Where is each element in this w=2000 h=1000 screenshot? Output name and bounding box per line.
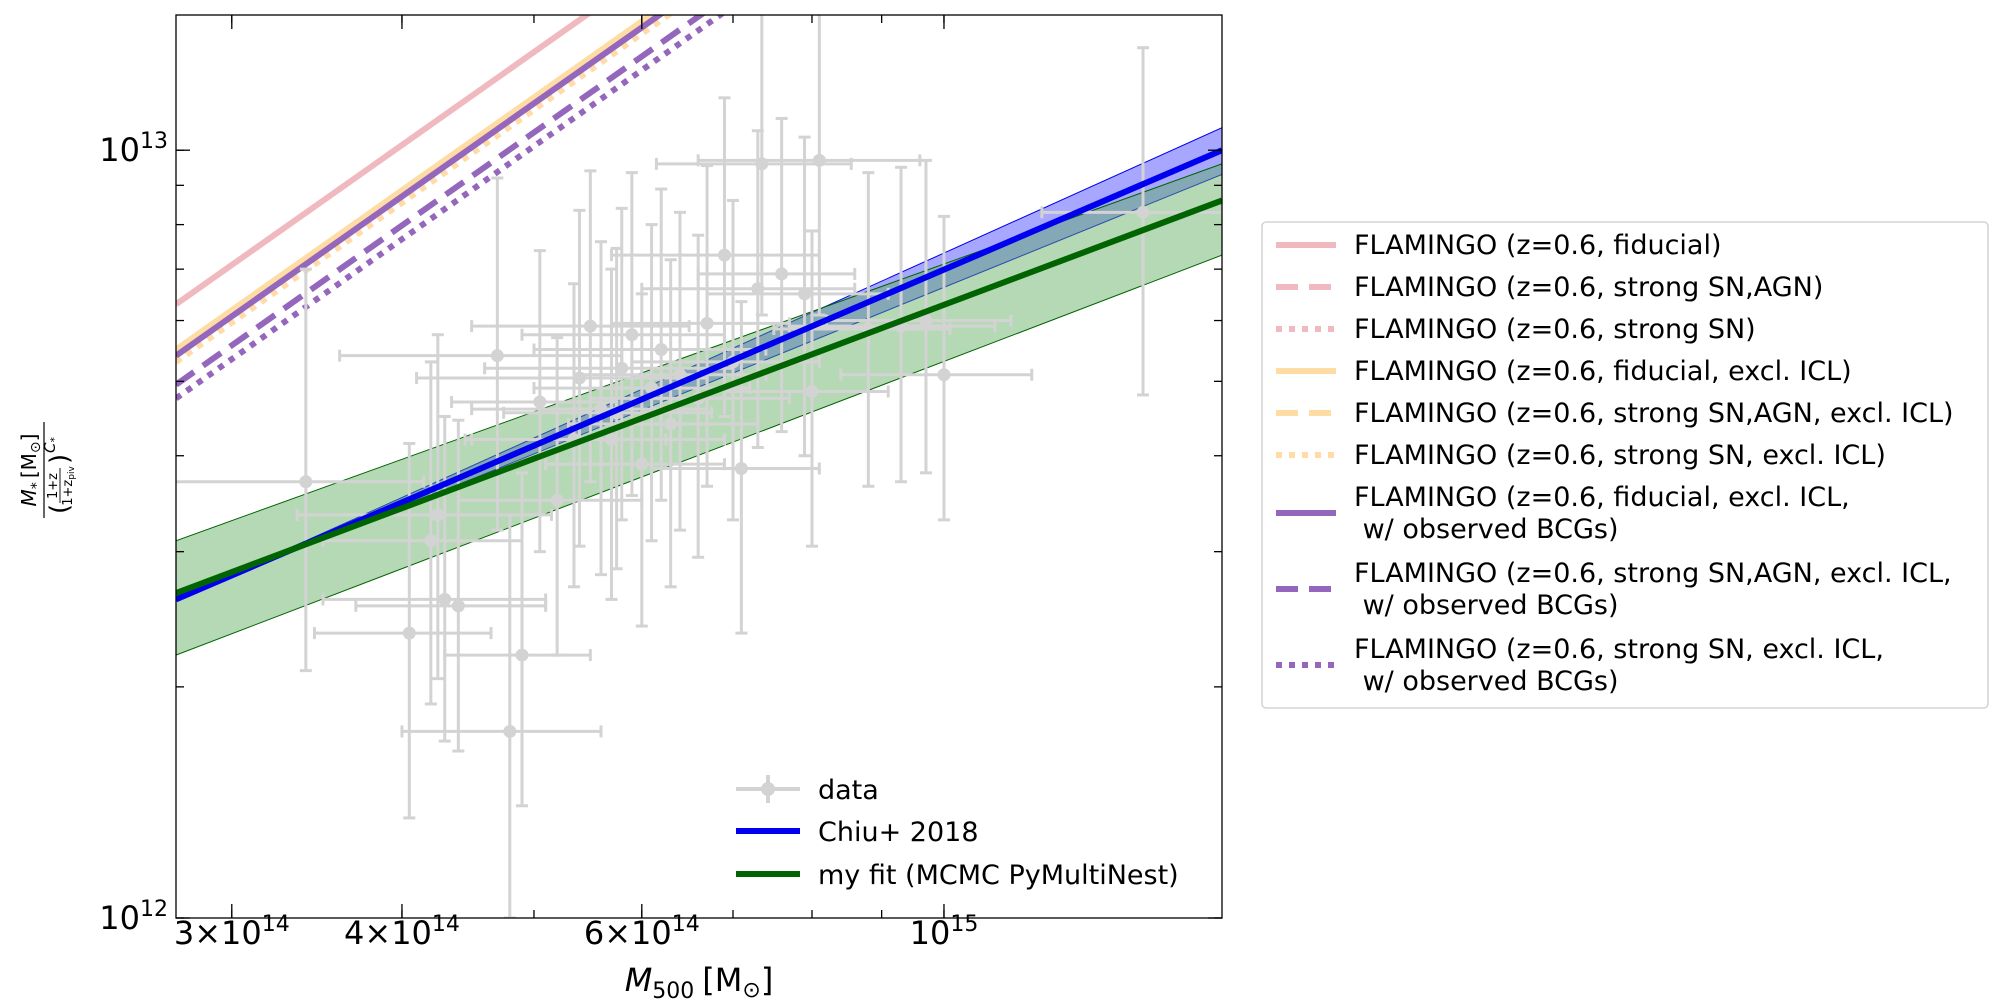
svg-text:Chiu+ 2018: Chiu+ 2018 [818,817,979,848]
data-point-marker [490,349,504,363]
svg-text:my fit (MCMC PyMultiNest): my fit (MCMC PyMultiNest) [818,860,1179,891]
outer-legend-label: FLAMINGO (z=0.6, strong SN,AGN, excl. IC… [1354,558,1952,621]
outer-legend-label: FLAMINGO (z=0.6, fiducial) [1354,230,1722,261]
flamingo-line-5 [176,15,674,365]
x-axis-label: M500 [M⊙] [625,961,774,1000]
x-tick-label: 6×1014 [584,912,700,952]
data-point [696,116,857,434]
data-point [400,513,603,918]
flamingo-line-6 [176,15,665,359]
svg-text:(: ( [45,504,75,514]
outer-legend-item: FLAMINGO (z=0.6, fiducial) [1276,230,1722,261]
flamingo-line-0 [176,15,592,307]
data-point-marker [700,316,714,330]
data-points [176,15,1222,918]
data-point-marker [798,287,812,301]
data-point-marker [438,592,452,606]
outer-legend-label: FLAMINGO (z=0.6, strong SN, excl. ICL, w… [1354,634,1884,697]
data-point-marker [664,417,678,431]
plot-frame [175,14,1223,919]
inner-legend-item-chiu: Chiu+ 2018 [736,817,979,848]
data-point-marker [451,599,465,613]
data-point-marker [431,508,445,522]
data-point [825,158,1013,475]
svg-text:data: data [818,775,879,806]
outer-legend-item: FLAMINGO (z=0.6, strong SN, excl. ICL, w… [1276,634,1884,697]
data-point [176,267,426,673]
y-axis-label: M*[M⊙] ( 1+z 1+zpiv ) C* [17,422,77,518]
data-point [609,164,791,488]
data-point-marker [533,395,547,409]
outer-legend-label: FLAMINGO (z=0.6, strong SN, excl. ICL) [1354,440,1886,471]
outer-legend-item: FLAMINGO (z=0.6, strong SN,AGN, excl. IC… [1276,398,1954,429]
svg-text:M*[M⊙]: M*[M⊙] [17,434,45,507]
x-tick-label: 3×1014 [174,912,290,952]
data-point-marker [615,361,629,375]
outer-legend-label: FLAMINGO (z=0.6, strong SN) [1354,314,1756,345]
outer-legend-item: FLAMINGO (z=0.6, strong SN, excl. ICL) [1276,440,1886,471]
outer-legend-label: FLAMINGO (z=0.6, fiducial, excl. ICL, w/… [1354,482,1850,545]
outer-legend-label: FLAMINGO (z=0.6, fiducial, excl. ICL) [1354,356,1852,387]
inner-legend-item-myfit: my fit (MCMC PyMultiNest) [736,860,1179,891]
data-point-marker [402,626,416,640]
data-point-marker [299,475,313,489]
data-point [696,15,922,317]
outer-legend-item: FLAMINGO (z=0.6, strong SN,AGN) [1276,272,1823,303]
data-point [722,229,890,548]
x-tick-label: 1015 [910,912,979,952]
data-point-marker [734,461,748,475]
data-point-marker [625,328,639,342]
axis-ticks: 3×1014 4×1014 6×1014 1015 1012 1013 [99,15,1222,952]
y-tick-label: 1012 [99,897,168,937]
outer-legend-label: FLAMINGO (z=0.6, strong SN,AGN, excl. IC… [1354,398,1954,429]
outer-legend-label: FLAMINGO (z=0.6, strong SN,AGN) [1354,272,1823,303]
y-tick-label: 1013 [99,129,168,169]
data-point-marker [1136,205,1150,219]
outer-legend: FLAMINGO (z=0.6, fiducial) FLAMINGO (z=0.… [1261,221,1989,709]
x-tick-label: 4×1014 [344,912,460,952]
fit-lines [176,147,1222,603]
data-point-marker [775,267,789,281]
fit-line-1 [176,197,1222,596]
svg-text:): ) [45,454,75,464]
data-point-marker [717,248,731,262]
outer-legend-item: FLAMINGO (z=0.6, fiducial, excl. ICL, w/… [1276,482,1850,545]
data-point-marker [583,319,597,333]
data-point [566,258,760,589]
data-point-marker [424,534,438,548]
data-point-marker [503,724,517,738]
data-point [520,171,726,498]
flamingo-lines [176,15,726,401]
data-point-marker [937,368,951,382]
flamingo-line-3 [176,15,656,353]
svg-text:C*: C* [41,437,61,453]
data-point-marker [812,153,826,167]
svg-text:1+zpiv: 1+zpiv [61,466,77,506]
inner-legend: data Chiu+ 2018 my fit (MCMC PyMultiNest… [736,775,1179,891]
data-point [705,135,890,458]
data-point [443,471,592,808]
data-point-marker [635,457,649,471]
data-point-marker [550,493,564,507]
data-point-marker [919,314,933,328]
flamingo-line-8 [176,15,726,401]
data-point-marker [604,432,618,446]
inner-legend-item-data: data [736,775,879,806]
data-point-marker [515,648,529,662]
outer-legend-item: FLAMINGO (z=0.6, fiducial, excl. ICL) [1276,356,1852,387]
outer-legend-item: FLAMINGO (z=0.6, strong SN) [1276,314,1756,345]
data-point-marker [673,368,687,382]
data-point-marker [654,343,668,357]
outer-legend-frame [1261,221,1989,709]
data-point-marker [805,384,819,398]
svg-text:1+z: 1+z [46,473,61,499]
flamingo-line-7 [176,15,706,388]
outer-legend-item: FLAMINGO (z=0.6, strong SN,AGN, excl. IC… [1276,558,1952,621]
